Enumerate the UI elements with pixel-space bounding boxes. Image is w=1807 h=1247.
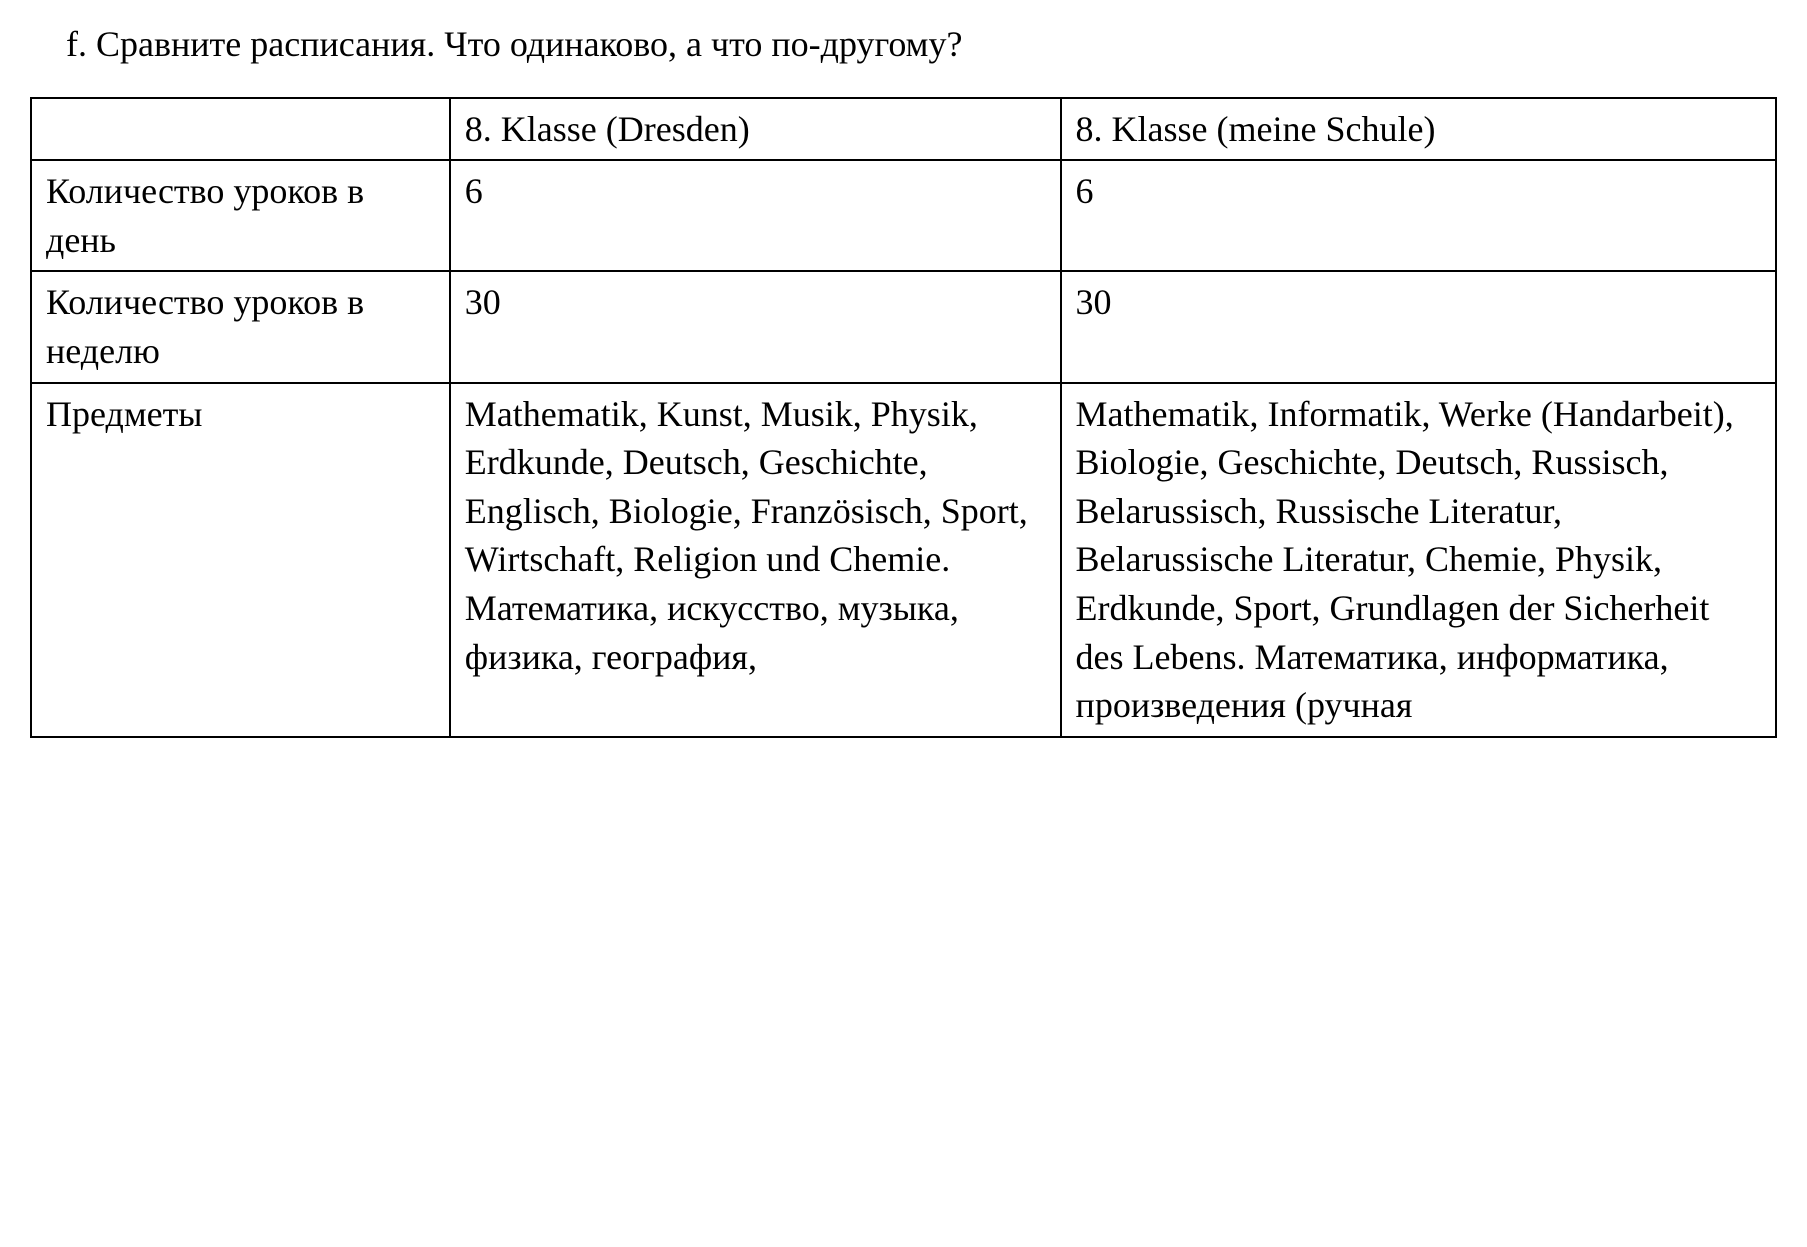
header-dresden: 8. Klasse (Dresden) (450, 98, 1061, 161)
header-blank (31, 98, 450, 161)
cell-mine-lessons-day: 6 (1061, 160, 1776, 271)
table-row: Предметы Mathematik, Kunst, Musik, Physi… (31, 383, 1776, 737)
exercise-heading: f. Сравните расписания. Что одинаково, а… (30, 20, 1777, 69)
table-row: Количество уроков в день 6 6 (31, 160, 1776, 271)
row-label-subjects: Предметы (31, 383, 450, 737)
row-label-lessons-day: Количество уроков в день (31, 160, 450, 271)
cell-dresden-lessons-week: 30 (450, 271, 1061, 382)
table-row: Количество уроков в неделю 30 30 (31, 271, 1776, 382)
comparison-table: 8. Klasse (Dresden) 8. Klasse (meine Sch… (30, 97, 1777, 738)
cell-dresden-lessons-day: 6 (450, 160, 1061, 271)
header-mine: 8. Klasse (meine Schule) (1061, 98, 1776, 161)
cell-mine-lessons-week: 30 (1061, 271, 1776, 382)
row-label-lessons-week: Количество уроков в неделю (31, 271, 450, 382)
cell-dresden-subjects: Mathematik, Kunst, Musik, Physik, Erdkun… (450, 383, 1061, 737)
table-header-row: 8. Klasse (Dresden) 8. Klasse (meine Sch… (31, 98, 1776, 161)
cell-mine-subjects: Mathematik, Informatik, Werke (Handarbei… (1061, 383, 1776, 737)
